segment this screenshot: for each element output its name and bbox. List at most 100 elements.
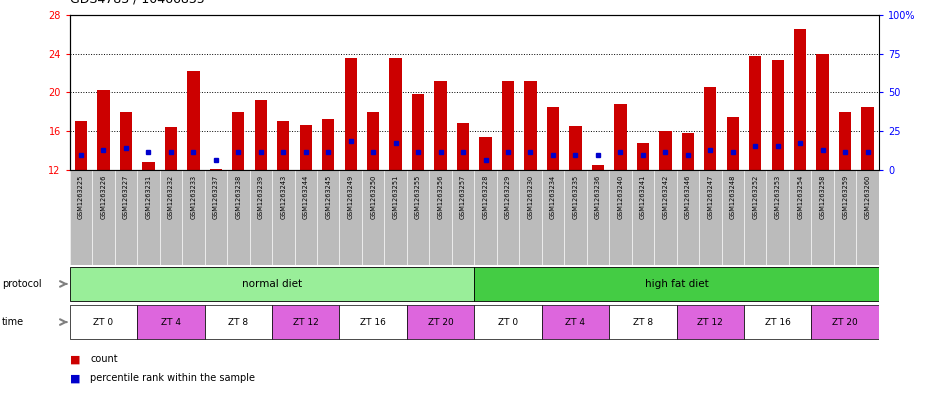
Bar	[74, 121, 87, 170]
Bar	[676, 305, 744, 339]
Text: GSM1263258: GSM1263258	[819, 174, 826, 219]
Text: GSM1263253: GSM1263253	[775, 174, 780, 219]
Bar	[682, 133, 694, 170]
Bar	[70, 305, 138, 339]
Text: ZT 8: ZT 8	[632, 318, 653, 327]
Text: ZT 0: ZT 0	[498, 318, 518, 327]
Text: GSM1263229: GSM1263229	[505, 174, 511, 219]
Bar	[277, 121, 289, 170]
Bar	[547, 107, 559, 170]
Text: GSM1263239: GSM1263239	[258, 174, 264, 219]
Bar	[659, 131, 671, 170]
Text: ZT 12: ZT 12	[698, 318, 724, 327]
Text: GSM1263247: GSM1263247	[708, 174, 713, 219]
Text: GSM1263256: GSM1263256	[438, 174, 444, 219]
Text: GSM1263228: GSM1263228	[483, 174, 488, 219]
Text: GSM1263244: GSM1263244	[303, 174, 309, 219]
Bar	[569, 126, 581, 170]
Text: GSM1263242: GSM1263242	[662, 174, 669, 219]
Bar	[367, 112, 379, 170]
Bar	[541, 305, 609, 339]
Bar	[502, 81, 514, 170]
Bar	[794, 29, 806, 170]
Bar	[474, 305, 541, 339]
Bar	[637, 143, 649, 170]
Bar	[614, 104, 627, 170]
Text: protocol: protocol	[2, 279, 42, 289]
Bar	[232, 112, 245, 170]
Bar	[479, 137, 492, 170]
Bar	[591, 165, 604, 170]
Text: GSM1263245: GSM1263245	[326, 174, 331, 219]
Text: GSM1263248: GSM1263248	[730, 174, 736, 219]
Bar	[749, 55, 762, 170]
Text: GSM1263252: GSM1263252	[752, 174, 758, 219]
Text: percentile rank within the sample: percentile rank within the sample	[90, 373, 255, 384]
Bar	[120, 112, 132, 170]
Bar	[609, 305, 676, 339]
Text: GSM1263225: GSM1263225	[78, 174, 84, 219]
Bar	[861, 107, 874, 170]
Bar	[817, 53, 829, 170]
Bar	[142, 162, 154, 170]
Bar	[205, 305, 272, 339]
Text: ■: ■	[70, 373, 80, 384]
Text: GSM1263233: GSM1263233	[191, 174, 196, 219]
Text: ZT 4: ZT 4	[565, 318, 586, 327]
Bar	[255, 100, 267, 170]
Text: GSM1263251: GSM1263251	[392, 174, 399, 219]
Text: GSM1263230: GSM1263230	[527, 174, 534, 219]
Bar	[704, 86, 716, 170]
Text: GSM1263260: GSM1263260	[865, 174, 870, 219]
Text: ■: ■	[70, 354, 80, 364]
Bar	[344, 59, 357, 170]
Text: GSM1263243: GSM1263243	[280, 174, 286, 219]
Text: GSM1263240: GSM1263240	[618, 174, 623, 219]
Bar	[390, 57, 402, 170]
Bar	[299, 125, 312, 170]
Bar	[209, 169, 222, 170]
Text: GSM1263234: GSM1263234	[550, 174, 556, 219]
Bar	[525, 81, 537, 170]
Text: GSM1263226: GSM1263226	[100, 174, 106, 219]
Text: ZT 0: ZT 0	[93, 318, 113, 327]
Text: ZT 8: ZT 8	[228, 318, 248, 327]
Bar	[187, 71, 200, 170]
Bar	[839, 112, 851, 170]
Text: GSM1263227: GSM1263227	[123, 174, 129, 219]
Bar	[137, 305, 205, 339]
Text: GSM1263246: GSM1263246	[684, 174, 691, 219]
Text: ZT 16: ZT 16	[764, 318, 790, 327]
Bar	[98, 90, 110, 170]
Text: GSM1263231: GSM1263231	[145, 174, 152, 219]
Bar	[406, 305, 474, 339]
Text: GSM1263254: GSM1263254	[797, 174, 804, 219]
Bar	[412, 94, 424, 170]
Text: count: count	[90, 354, 118, 364]
Bar	[474, 267, 879, 301]
Text: GSM1263255: GSM1263255	[415, 174, 421, 219]
Text: GSM1263257: GSM1263257	[460, 174, 466, 219]
Text: GSM1263232: GSM1263232	[168, 174, 174, 219]
Bar	[322, 119, 335, 170]
Text: high fat diet: high fat diet	[644, 279, 709, 289]
Bar	[744, 305, 811, 339]
Bar	[772, 61, 784, 170]
Text: GSM1263236: GSM1263236	[595, 174, 601, 219]
Bar	[811, 305, 879, 339]
Bar	[339, 305, 406, 339]
Text: ZT 20: ZT 20	[428, 318, 454, 327]
Text: ZT 12: ZT 12	[293, 318, 319, 327]
Text: GSM1263250: GSM1263250	[370, 174, 376, 219]
Text: ZT 4: ZT 4	[161, 318, 181, 327]
Text: GSM1263237: GSM1263237	[213, 174, 219, 219]
Text: GSM1263235: GSM1263235	[573, 174, 578, 219]
Bar	[434, 81, 446, 170]
Bar	[457, 123, 470, 170]
Text: GSM1263259: GSM1263259	[843, 174, 848, 219]
Text: GSM1263241: GSM1263241	[640, 174, 645, 219]
Text: ZT 20: ZT 20	[832, 318, 858, 327]
Text: time: time	[2, 317, 24, 327]
Text: GDS4783 / 10466835: GDS4783 / 10466835	[70, 0, 205, 5]
Bar	[165, 127, 177, 170]
